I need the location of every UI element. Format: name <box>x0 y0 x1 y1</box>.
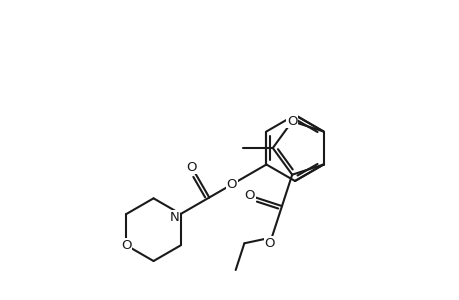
Text: O: O <box>226 178 236 191</box>
Text: N: N <box>169 211 179 224</box>
Text: O: O <box>286 115 297 128</box>
Text: O: O <box>121 239 131 252</box>
Text: O: O <box>244 189 254 202</box>
Text: O: O <box>186 160 196 174</box>
Text: O: O <box>264 237 274 250</box>
